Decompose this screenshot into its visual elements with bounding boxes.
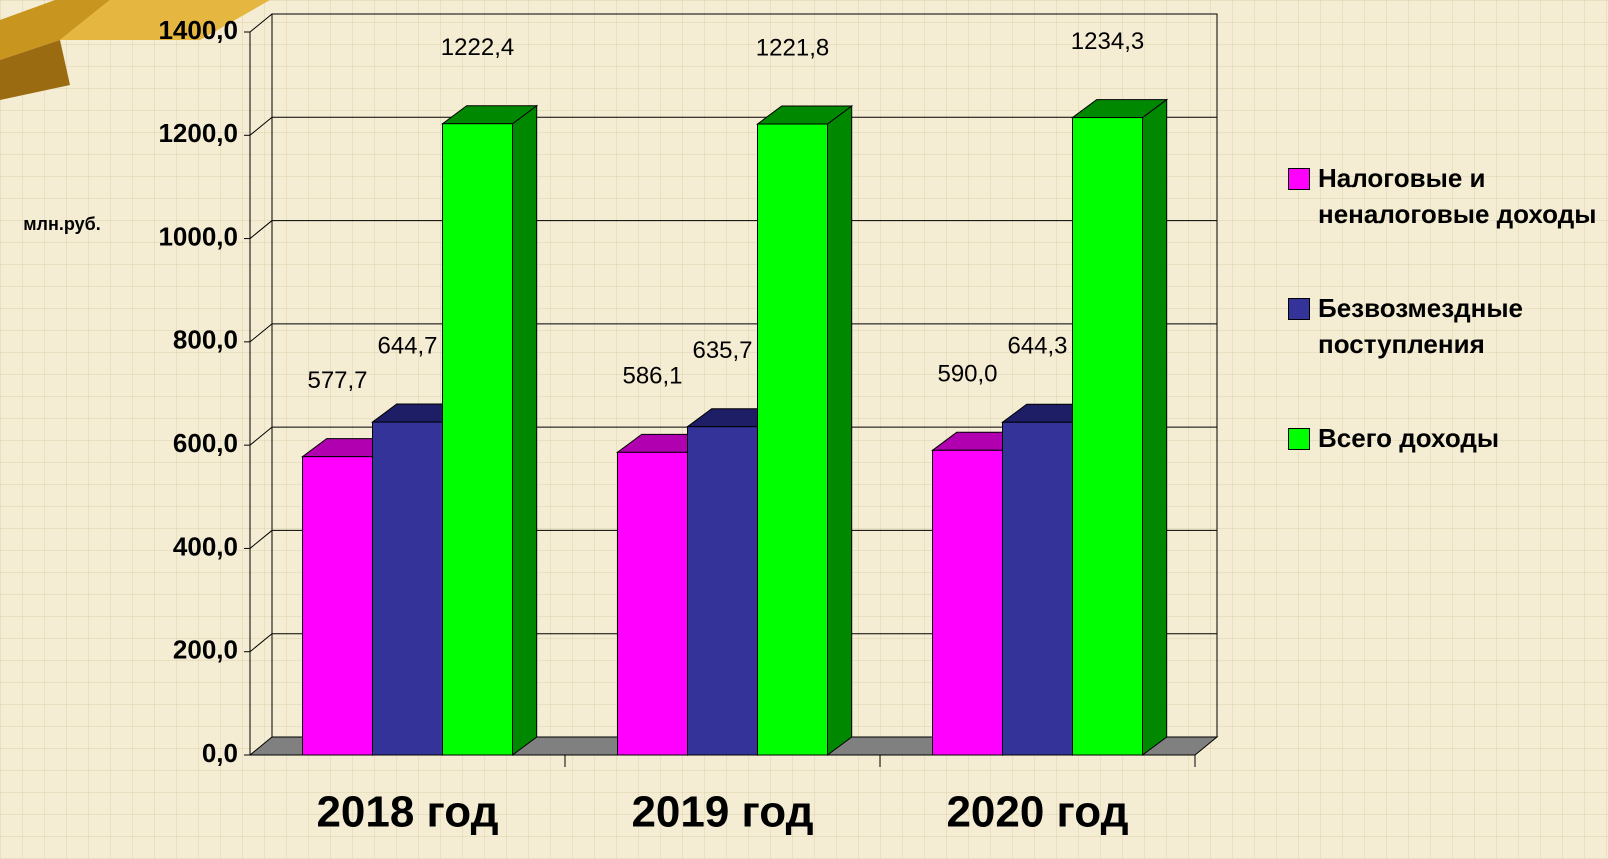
y-tick-label: 1000,0 bbox=[158, 221, 238, 251]
gold-ingot bbox=[0, 0, 270, 100]
legend-label: Всего доходы bbox=[1318, 423, 1500, 453]
value-label: 1222,4 bbox=[441, 34, 514, 61]
y-tick-label: 200,0 bbox=[173, 635, 238, 665]
value-label: 590,0 bbox=[937, 361, 997, 388]
grid-line bbox=[249, 116, 273, 136]
grid-line bbox=[249, 323, 273, 343]
bar-side bbox=[512, 104, 538, 756]
bar bbox=[932, 449, 1003, 756]
value-label: 644,7 bbox=[377, 332, 437, 359]
y-tick-label: 800,0 bbox=[173, 325, 238, 355]
grid-line bbox=[249, 633, 273, 653]
grid-line bbox=[249, 426, 273, 446]
bar-side bbox=[1142, 98, 1168, 756]
legend-item: Налоговые и неналоговые доходы bbox=[1288, 160, 1600, 232]
bar bbox=[442, 123, 513, 756]
legend-label: Безвозмездные поступления bbox=[1318, 293, 1524, 359]
value-label: 635,7 bbox=[692, 337, 752, 364]
y-tick-label: 1200,0 bbox=[158, 118, 238, 148]
y-tick-label: 600,0 bbox=[173, 428, 238, 458]
x-tick-label: 2020 год bbox=[946, 788, 1128, 837]
grid-line bbox=[249, 13, 273, 33]
y-axis-label: млн.руб. bbox=[23, 214, 101, 234]
value-label: 644,3 bbox=[1007, 333, 1067, 360]
bar bbox=[1002, 421, 1073, 756]
legend-label: Налоговые и неналоговые доходы bbox=[1318, 163, 1597, 229]
value-label: 1221,8 bbox=[756, 34, 829, 61]
grid-line bbox=[249, 220, 273, 239]
bar bbox=[302, 456, 373, 756]
x-tick-label: 2018 год bbox=[316, 788, 498, 837]
legend-swatch bbox=[1288, 168, 1310, 190]
y-tick-label: 0,0 bbox=[202, 738, 238, 768]
value-label: 586,1 bbox=[622, 363, 682, 390]
legend-item: Безвозмездные поступления bbox=[1288, 290, 1600, 362]
x-tick-label: 2019 год bbox=[631, 788, 813, 837]
y-tick-label: 400,0 bbox=[173, 531, 238, 561]
bar bbox=[687, 426, 758, 756]
legend-swatch bbox=[1288, 298, 1310, 320]
bar-side bbox=[827, 105, 853, 756]
legend-item: Всего доходы bbox=[1288, 420, 1600, 456]
grid-line bbox=[249, 530, 273, 549]
bar bbox=[1072, 117, 1143, 756]
bar bbox=[757, 123, 828, 756]
bar bbox=[372, 421, 443, 756]
legend-swatch bbox=[1288, 428, 1310, 450]
bar bbox=[617, 451, 688, 756]
value-label: 577,7 bbox=[307, 367, 367, 394]
value-label: 1234,3 bbox=[1071, 28, 1144, 55]
legend: Налоговые и неналоговые доходы Безвозмезд… bbox=[1288, 160, 1600, 514]
y-tick-label: 1400,0 bbox=[158, 15, 238, 45]
